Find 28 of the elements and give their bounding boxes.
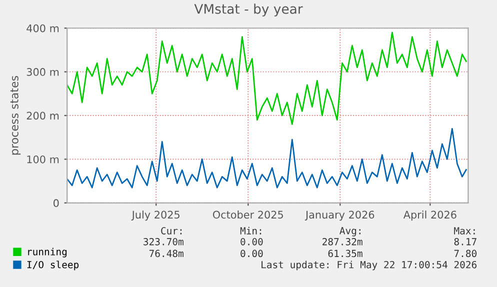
text: Min: xyxy=(240,226,262,234)
text: 7.80 xyxy=(454,250,476,258)
text: Cur: xyxy=(161,227,182,234)
line-series xyxy=(67,32,467,125)
text: 287.32m xyxy=(322,238,362,246)
y-axis-title: process states xyxy=(10,76,21,155)
y-tick-label: 100 m xyxy=(27,155,59,164)
text: 323.70m xyxy=(144,238,184,246)
legend-label: I/O sleep xyxy=(27,260,79,270)
y-tick-label: 300 m xyxy=(26,68,59,76)
text: 61.35m xyxy=(328,250,362,258)
x-tick-label: July 2025 xyxy=(131,210,180,221)
x-tick-label: January 2026 xyxy=(304,210,374,221)
text: 8.17 xyxy=(454,238,476,246)
y-tick-label: 0 xyxy=(54,199,59,208)
y-tick-label: 200 m xyxy=(26,112,59,120)
text: Last update: Fri May 22 17:00:54 2026 xyxy=(262,260,476,270)
line-series xyxy=(67,128,467,188)
text: 0.00 xyxy=(240,250,263,258)
text: 76.48m xyxy=(149,250,184,258)
text: Avg: xyxy=(340,227,360,236)
legend-label: running xyxy=(28,248,67,258)
x-tick-label: April 2026 xyxy=(403,210,456,221)
chart-title: VMstat - by year xyxy=(194,4,303,16)
y-tick-label: 400 m xyxy=(26,24,59,32)
text: Max: xyxy=(454,227,475,234)
x-tick-label: October 2025 xyxy=(212,210,283,219)
text: 0.00 xyxy=(240,238,263,246)
